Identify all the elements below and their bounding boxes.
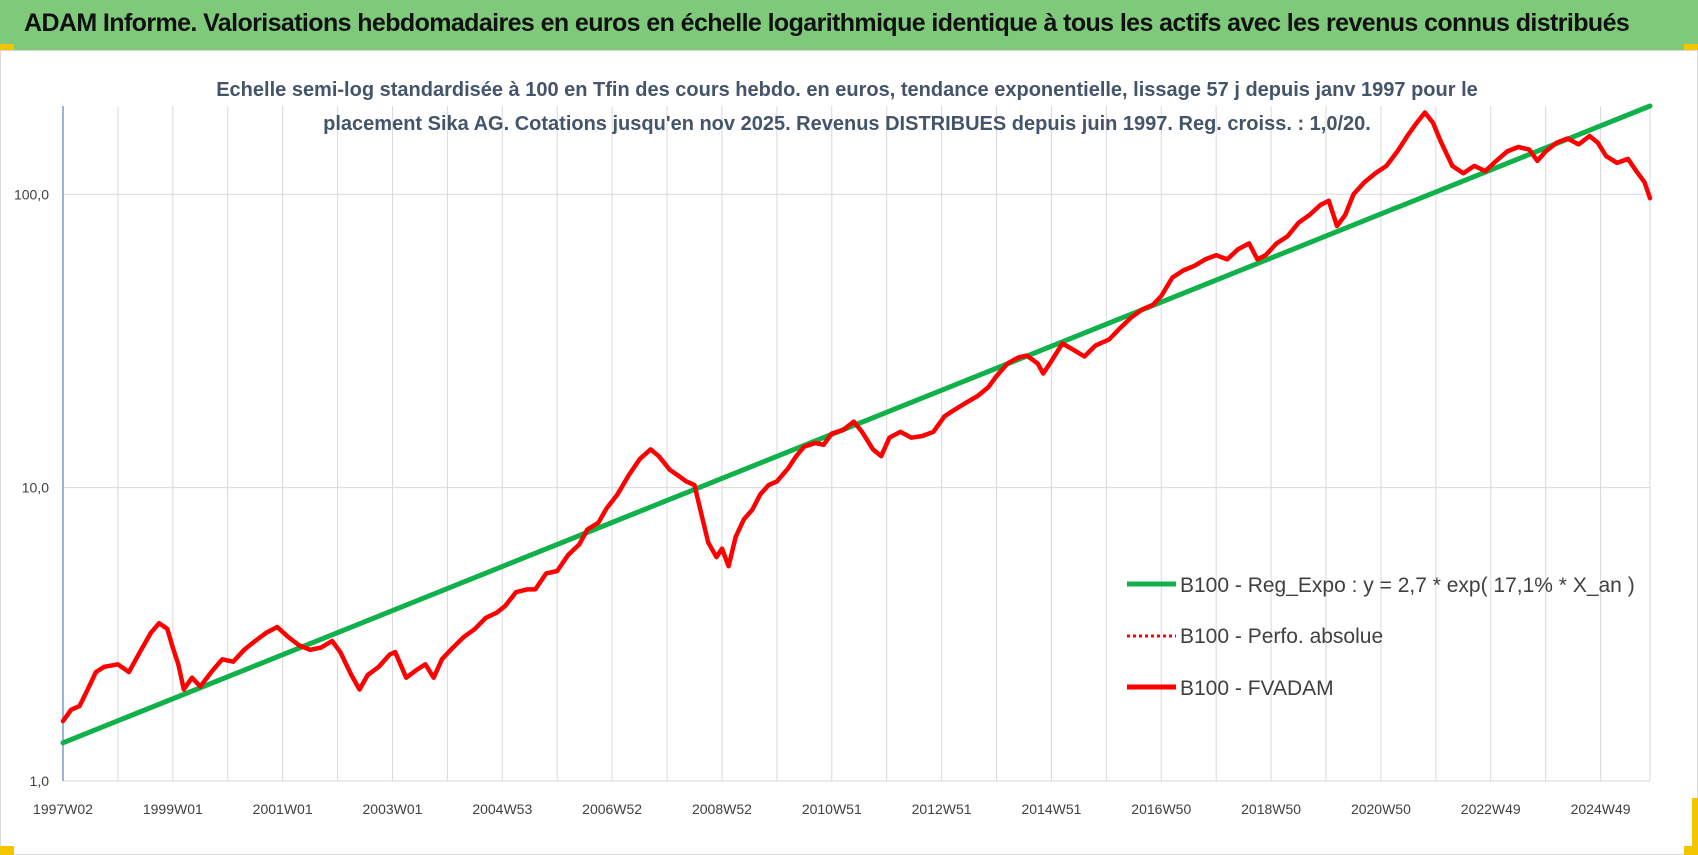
- x-tick-label: 2008W52: [692, 801, 752, 817]
- x-tick-label: 2020W50: [1351, 801, 1411, 817]
- corner-mark-top-right: [1684, 44, 1698, 50]
- x-tick-label: 2010W51: [802, 801, 862, 817]
- x-tick-label: 2022W49: [1461, 801, 1521, 817]
- legend-label-absolute: B100 - Perfo. absolue: [1180, 625, 1383, 648]
- x-tick-label: 2001W01: [253, 801, 313, 817]
- y-tick-labels: 1,0 10,0 100,0: [14, 186, 49, 789]
- x-tick-labels: 1997W02 1999W01 2001W01 2003W01 2004W53 2006W…: [33, 801, 1631, 817]
- corner-mark-right: [1692, 798, 1698, 846]
- x-tick-label: 1999W01: [143, 801, 203, 817]
- x-tick-label: 2004W53: [472, 801, 532, 817]
- x-tick-label: 1997W02: [33, 801, 93, 817]
- corner-mark-top-left: [0, 44, 14, 50]
- y-tick-label: 1,0: [30, 773, 50, 789]
- chart-subtitle-line-1: Echelle semi-log standardisée à 100 en T…: [216, 79, 1478, 101]
- chart-subtitle-line-2: placement Sika AG. Cotations jusqu'en no…: [323, 113, 1371, 135]
- fvadam-line: [60, 110, 1653, 724]
- x-tick-label: 2014W51: [1021, 801, 1081, 817]
- corner-mark-bottom-left: [0, 846, 14, 855]
- x-tick-label: 2016W50: [1131, 801, 1191, 817]
- x-tick-label: 2006W52: [582, 801, 642, 817]
- legend-label-fvadam: B100 - FVADAM: [1180, 677, 1334, 700]
- grid-layer: [62, 106, 1651, 782]
- x-tick-label: 2018W50: [1241, 801, 1301, 817]
- legend-label-trend: B100 - Reg_Expo : y = 2,7 * exp( 17,1% *…: [1180, 574, 1635, 597]
- header-bar: ADAM Informe. Valorisations hebdomadaire…: [0, 0, 1698, 50]
- y-tick-label: 100,0: [14, 186, 49, 202]
- x-tick-label: 2024W49: [1571, 801, 1631, 817]
- legend: B100 - Reg_Expo : y = 2,7 * exp( 17,1% *…: [1127, 574, 1635, 700]
- x-tick-label: 2003W01: [363, 801, 423, 817]
- series-layer: [60, 103, 1653, 746]
- x-tick-label: 2012W51: [912, 801, 972, 817]
- corner-mark-bottom-right: [1684, 846, 1698, 855]
- y-tick-label: 10,0: [22, 480, 49, 496]
- header-title: ADAM Informe. Valorisations hebdomadaire…: [24, 9, 1630, 37]
